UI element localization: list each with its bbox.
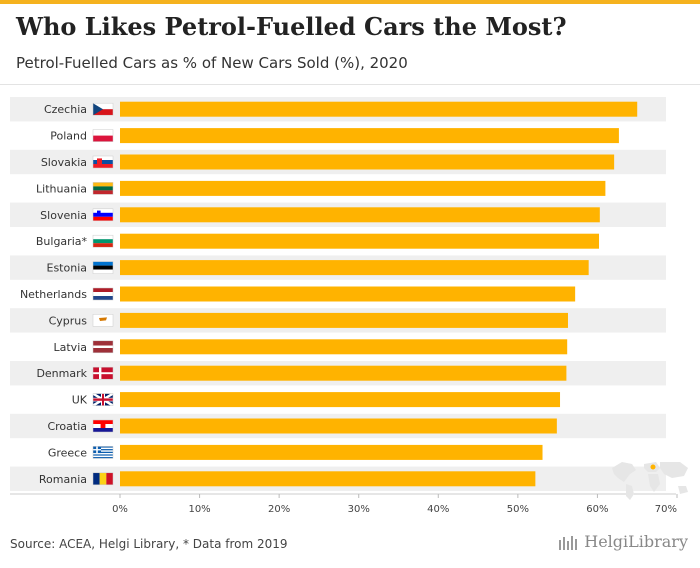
x-tick-label: 40% [427,504,449,515]
x-tick-label: 20% [268,504,290,515]
chart-title: Who Likes Petrol-Fuelled Cars the Most? [16,12,567,41]
category-label: Poland [50,130,87,143]
estonia-flag-icon [92,261,114,274]
x-tick-label: 30% [348,504,370,515]
bar-estonia [120,260,589,276]
top-accent-bar [0,0,700,4]
uk-flag-icon [92,393,114,406]
bar-netherlands [120,286,576,302]
category-label: Croatia [47,420,87,433]
bar-greece [120,444,543,460]
bar-cyprus [120,312,568,328]
helgi-library-logo: HelgiLibrary [558,532,688,551]
bar-chart: Czechia Poland Slovakia Lithuania Slovenia Bu… [10,97,678,515]
category-label: Lithuania [36,182,87,195]
bar-lithuania [120,180,606,196]
bulgaria-flag-icon [92,234,114,248]
category-label: Bulgaria* [36,235,88,248]
category-label: Denmark [36,367,87,380]
cyprus-flag-icon [92,314,114,327]
bar-slovenia [120,207,600,223]
category-label: Latvia [54,341,88,354]
category-label: Slovakia [41,156,87,169]
bar-croatia [120,418,557,434]
bar-romania [120,471,536,487]
bar-czechia [120,101,638,117]
source-note: Source: ACEA, Helgi Library, * Data from… [10,537,288,551]
romania-flag-icon [92,472,114,486]
greece-flag-icon [92,446,114,459]
poland-flag-icon [92,129,114,142]
denmark-flag-icon [92,366,114,380]
category-label: Estonia [47,262,88,275]
header-divider [0,84,700,85]
x-tick-label: 0% [112,504,128,515]
x-tick-label: 50% [507,504,529,515]
category-label: Romania [39,473,87,486]
bar-denmark [120,365,567,381]
croatia-flag-icon [92,419,114,433]
library-icon [559,535,578,550]
x-tick-label: 70% [655,504,677,515]
czech-flag-icon [92,102,114,116]
netherlands-flag-icon [92,287,114,301]
slovakia-flag-icon [92,155,114,169]
bar-poland [120,128,619,144]
logo-text: HelgiLibrary [584,532,688,551]
bar-latvia [120,339,568,355]
category-label: Czechia [44,103,87,116]
x-tick-label: 10% [188,504,210,515]
bar-uk [120,392,561,408]
bar-bulgaria [120,233,600,249]
category-label: Slovenia [40,209,87,222]
x-tick-label: 60% [586,504,608,515]
lithuania-flag-icon [92,182,114,195]
category-label: Greece [48,446,87,459]
chart-subtitle: Petrol-Fuelled Cars as % of New Cars Sol… [16,54,408,72]
category-label: UK [72,394,88,407]
latvia-flag-icon [92,340,114,354]
world-map-icon [612,462,688,500]
slovenia-flag-icon [92,208,114,222]
category-label: Cyprus [49,314,88,327]
category-label: Netherlands [20,288,87,301]
bar-slovakia [120,154,615,170]
